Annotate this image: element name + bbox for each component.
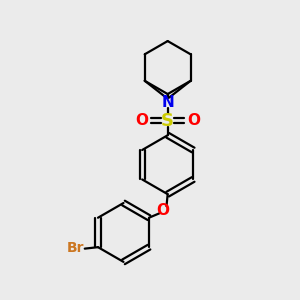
Text: Br: Br xyxy=(66,241,84,255)
Text: S: S xyxy=(161,112,174,130)
Text: N: N xyxy=(161,95,174,110)
Text: O: O xyxy=(156,203,169,218)
Text: O: O xyxy=(187,113,200,128)
Text: O: O xyxy=(136,113,148,128)
